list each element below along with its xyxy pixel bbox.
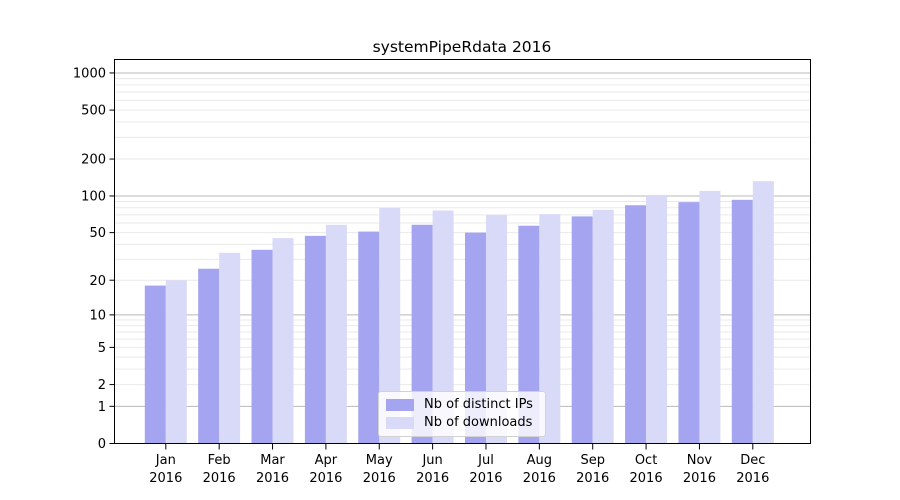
x-tick-label: Jun 2016 bbox=[416, 453, 449, 486]
bar-distinct-ips-apr-2016 bbox=[304, 235, 326, 444]
bar-downloads-jul-2016 bbox=[485, 214, 507, 444]
y-tick-label: 20 bbox=[89, 274, 106, 289]
bar-distinct-ips-sep-2016 bbox=[571, 216, 593, 444]
chart-title: systemPipeRdata 2016 bbox=[373, 38, 552, 56]
x-tick-label: Aug 2016 bbox=[523, 453, 556, 486]
legend-item-distinct-ips: Nb of distinct IPs bbox=[386, 396, 537, 414]
bar-downloads-jun-2016 bbox=[432, 210, 454, 444]
bar-downloads-feb-2016 bbox=[219, 252, 241, 444]
x-tick-label: Mar 2016 bbox=[256, 453, 289, 486]
bar-downloads-mar-2016 bbox=[272, 238, 294, 444]
y-tick-label: 5 bbox=[98, 341, 106, 356]
bar-distinct-ips-dec-2016 bbox=[731, 199, 753, 444]
bar-downloads-jan-2016 bbox=[165, 280, 187, 444]
bar-distinct-ips-jun-2016 bbox=[411, 224, 433, 444]
legend-label-distinct-ips: Nb of distinct IPs bbox=[424, 397, 533, 412]
bar-distinct-ips-mar-2016 bbox=[251, 249, 273, 444]
legend-item-downloads: Nb of downloads bbox=[386, 414, 537, 432]
bar-distinct-ips-feb-2016 bbox=[198, 268, 220, 444]
bar-distinct-ips-oct-2016 bbox=[625, 205, 647, 444]
bar-distinct-ips-jul-2016 bbox=[464, 232, 486, 444]
bar-downloads-dec-2016 bbox=[752, 181, 774, 444]
bar-downloads-oct-2016 bbox=[646, 194, 668, 444]
bar-distinct-ips-may-2016 bbox=[358, 231, 380, 444]
legend-label-downloads: Nb of downloads bbox=[424, 415, 533, 430]
bar-downloads-may-2016 bbox=[379, 207, 401, 444]
bar-downloads-sep-2016 bbox=[592, 209, 614, 444]
chart-legend: Nb of distinct IPs Nb of downloads bbox=[378, 391, 546, 437]
bar-distinct-ips-nov-2016 bbox=[678, 202, 700, 444]
x-tick-label: Apr 2016 bbox=[309, 453, 342, 486]
y-tick-label: 500 bbox=[81, 104, 106, 119]
bar-distinct-ips-aug-2016 bbox=[518, 225, 540, 444]
bar-downloads-nov-2016 bbox=[699, 190, 721, 444]
y-tick-label: 200 bbox=[81, 153, 106, 168]
y-tick-label: 100 bbox=[81, 190, 106, 205]
x-tick-label: Jul 2016 bbox=[469, 453, 502, 486]
bars bbox=[144, 181, 774, 444]
x-tick-label: Feb 2016 bbox=[203, 453, 236, 486]
y-tick-label: 2 bbox=[98, 378, 106, 393]
legend-swatch-distinct-ips bbox=[386, 399, 414, 411]
y-tick-label: 0 bbox=[98, 437, 106, 452]
y-tick-label: 1000 bbox=[73, 66, 106, 81]
y-tick-label: 1 bbox=[98, 400, 106, 415]
bar-distinct-ips-jan-2016 bbox=[144, 285, 166, 444]
x-tick-label: Nov 2016 bbox=[683, 453, 716, 486]
y-tick-label: 10 bbox=[89, 308, 106, 323]
y-tick-label: 50 bbox=[89, 226, 106, 241]
bar-downloads-apr-2016 bbox=[325, 224, 347, 444]
x-tick-label: Jan 2016 bbox=[149, 453, 182, 486]
bar-downloads-aug-2016 bbox=[539, 214, 561, 444]
plot-border bbox=[114, 59, 811, 444]
legend-swatch-downloads bbox=[386, 417, 414, 429]
axes: 0 1 2 5 10 20 50 100 200 500 1000 Jan 2016 Feb 2016 Mar… bbox=[73, 59, 811, 486]
x-tick-label: Dec 2016 bbox=[736, 453, 769, 486]
x-tick-label: Oct 2016 bbox=[630, 453, 663, 486]
x-tick-label: May 2016 bbox=[363, 453, 396, 486]
x-tick-label: Sep 2016 bbox=[576, 453, 609, 486]
